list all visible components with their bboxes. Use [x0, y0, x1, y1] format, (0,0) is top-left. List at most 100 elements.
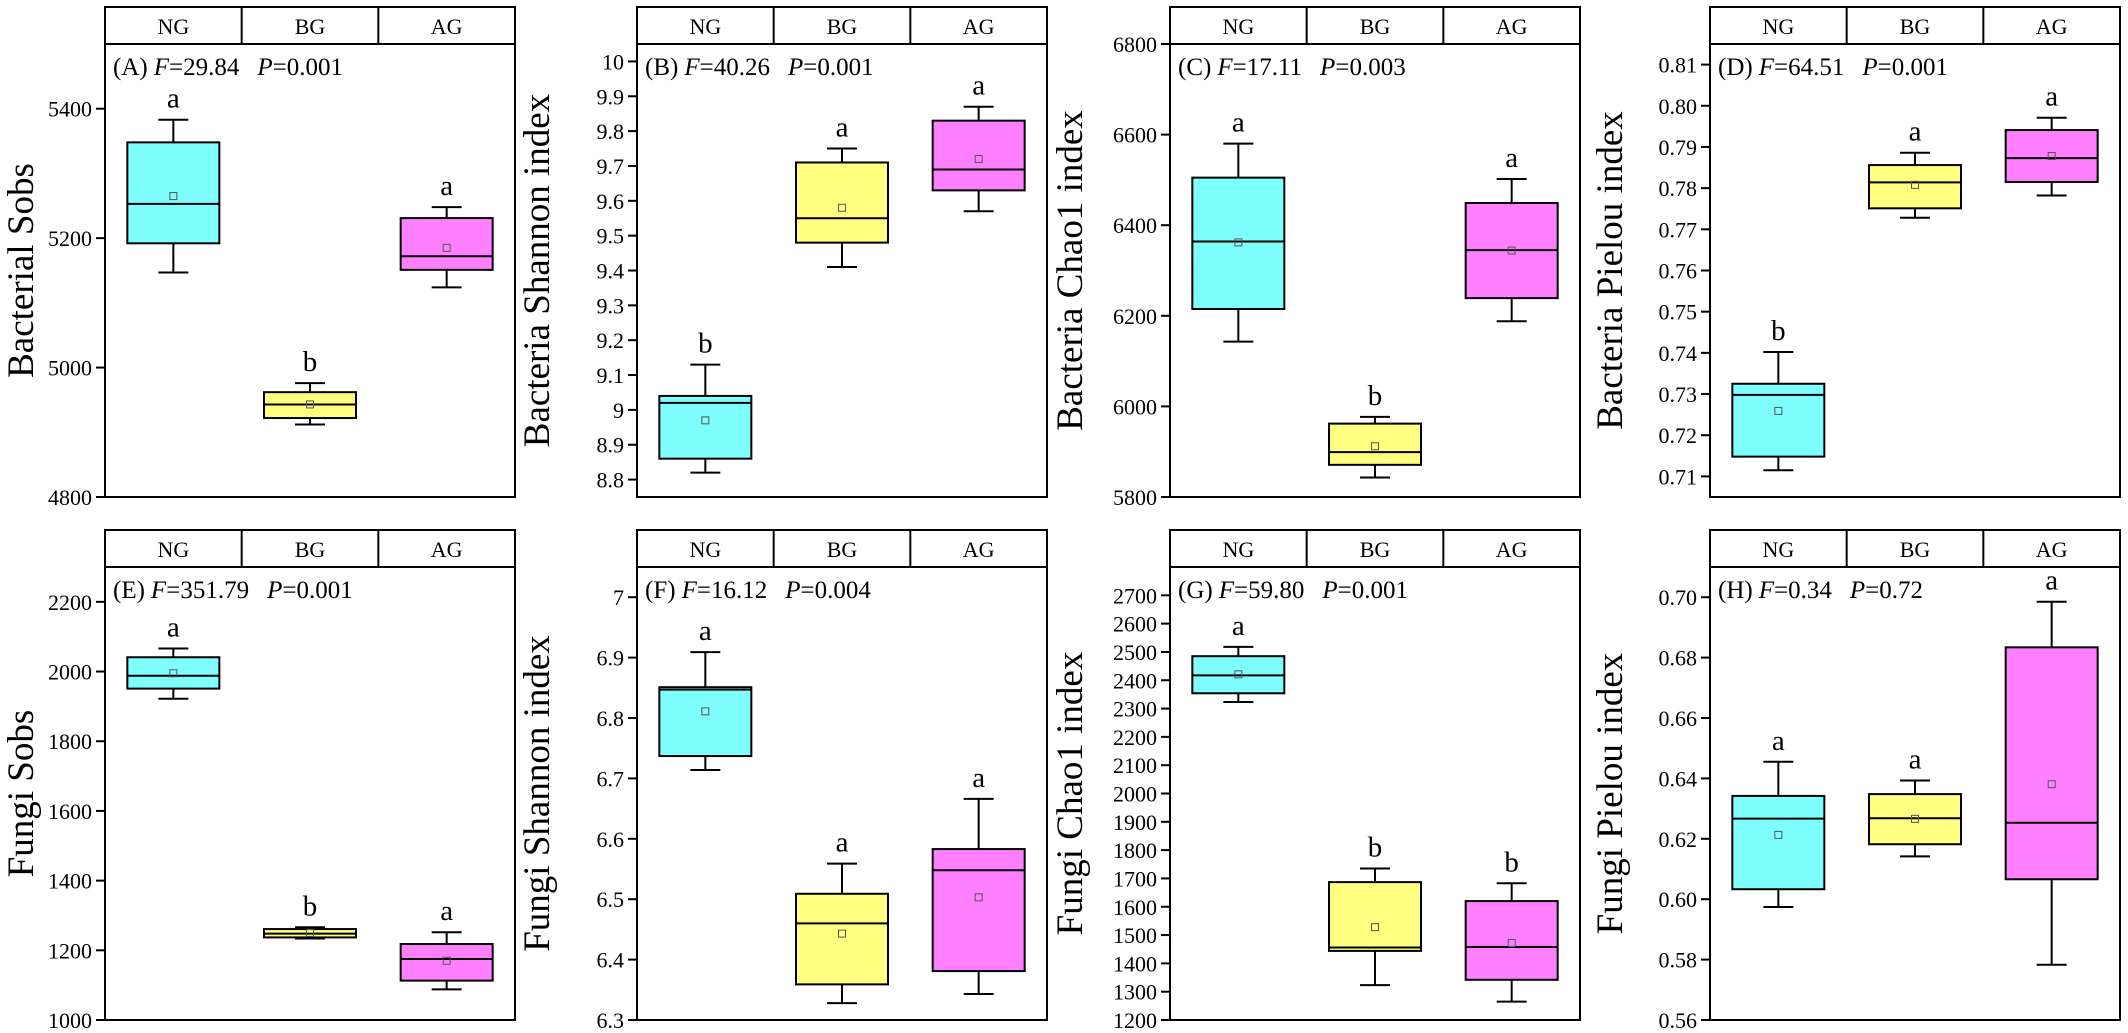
p-value: 0.001: [296, 577, 352, 604]
mean-marker: [2047, 152, 2056, 161]
y-tick-label: 9.8: [597, 119, 625, 144]
equals: =: [1233, 54, 1247, 81]
y-tick-label: 7: [613, 585, 624, 610]
y-tick-label: 6.8: [597, 706, 625, 731]
panel-7: NG BG AG 0.56 0.58 0.60 0.62 0.64 0.66 0.68 0.70 Fu…: [1590, 529, 2121, 1033]
significance-letter: a: [972, 762, 985, 794]
p-symbol: P: [266, 577, 282, 604]
mean-marker: [838, 929, 846, 938]
y-tick-label: 2500: [1113, 640, 1157, 665]
panel-6: NG BG AG 1200 1300 1400 1500 1600 1700 1800 1900 20…: [1050, 529, 1581, 1033]
equals: =: [166, 577, 180, 604]
group-header-label: AG: [1496, 14, 1528, 39]
significance-letter: a: [1232, 610, 1245, 642]
mean-marker: [169, 669, 178, 678]
group-header-label: AG: [431, 14, 463, 39]
box-AG: [931, 848, 1026, 973]
panel-letter: (G): [1178, 577, 1213, 604]
y-axis-label: Bacteria Pielou index: [1590, 111, 1631, 430]
y-tick-label: 5800: [1113, 485, 1157, 510]
f-value: 40.26: [714, 54, 770, 81]
y-tick-label: 2600: [1113, 612, 1157, 637]
significance-letter: a: [440, 170, 453, 202]
panel-frame: [1169, 529, 1581, 1021]
p-symbol: P: [1849, 577, 1865, 604]
panel-1: NG BG AG 8.8 8.9 9 9.1 9.2 9.3 9.4 9.5 9.6 9.7 9.8 9.9…: [517, 6, 1048, 498]
mean-marker: [974, 893, 983, 902]
mean-marker: [442, 243, 451, 252]
significance-letter: b: [698, 328, 713, 360]
box-BG: [1328, 881, 1422, 952]
p-value: 0.003: [1349, 54, 1405, 81]
mean-marker: [2047, 780, 2056, 789]
panel-3: NG BG AG 0.71 0.72 0.73 0.74 0.75 0.76 0.77 0.78 0.…: [1590, 6, 2121, 498]
significance-letter: b: [1368, 380, 1383, 412]
box-NG: [658, 394, 753, 460]
y-tick-label: 0.72: [1659, 423, 1698, 448]
mean-marker: [1507, 246, 1516, 255]
significance-letter: a: [1909, 744, 1922, 776]
box-AG: [399, 943, 494, 982]
f-symbol: F: [1758, 577, 1775, 604]
y-tick-label: 5400: [48, 97, 92, 122]
panel-letter: (C): [1178, 54, 1211, 81]
y-tick-label: 0.74: [1659, 341, 1698, 366]
y-tick-label: 9.9: [597, 84, 625, 109]
y-tick-label: 9.3: [597, 293, 625, 318]
stat-text: (F) F=16.12 P=0.004: [645, 577, 871, 604]
mean-marker: [306, 928, 314, 937]
y-tick-label: 6.7: [597, 766, 625, 791]
f-symbol: F: [681, 577, 698, 604]
group-header-label: NG: [157, 537, 189, 562]
y-tick-label: 1900: [1113, 810, 1157, 835]
stat-text: (E) F=351.79 P=0.001: [113, 577, 353, 604]
y-tick-label: 1000: [48, 1008, 92, 1033]
significance-letter: a: [1909, 116, 1922, 148]
y-tick-label: 1300: [1113, 980, 1157, 1005]
significance-letter: a: [1505, 142, 1518, 174]
equals: =: [273, 54, 287, 81]
box-AG: [1464, 900, 1559, 981]
panel-frame: [1169, 6, 1581, 498]
panel-2: NG BG AG 5800 6000 6200 6400 6600 6800 Bacteria C…: [1050, 6, 1581, 510]
equals: =: [1774, 577, 1788, 604]
box-AG: [2004, 646, 2099, 881]
group-header-label: BG: [1900, 537, 1931, 562]
group-header-label: NG: [689, 14, 721, 39]
y-tick-label: 9.7: [597, 154, 625, 179]
significance-letter: a: [440, 895, 453, 927]
group-header-label: AG: [963, 537, 995, 562]
f-value: 29.84: [183, 54, 240, 81]
mean-marker: [838, 203, 846, 212]
significance-letter: a: [699, 615, 712, 647]
y-tick-label: 0.64: [1659, 766, 1698, 791]
equals: =: [803, 54, 817, 81]
group-header-label: BG: [295, 14, 326, 39]
y-axis-label: Bacteria Chao1 index: [1050, 110, 1091, 431]
y-tick-label: 0.80: [1659, 94, 1698, 119]
y-tick-label: 1400: [48, 869, 92, 894]
mean-marker: [701, 707, 710, 716]
box-NG: [1191, 176, 1286, 311]
box-AG: [2004, 129, 2099, 183]
y-tick-label: 2200: [48, 590, 92, 615]
p-symbol: P: [1321, 577, 1337, 604]
y-tick-label: 1600: [48, 799, 92, 824]
group-header-label: BG: [1360, 14, 1391, 39]
panel-frame: [636, 6, 1048, 498]
y-tick-label: 0.81: [1659, 53, 1698, 78]
y-tick-label: 2200: [1113, 725, 1157, 750]
f-value: 17.11: [1247, 54, 1302, 81]
group-header-label: BG: [827, 14, 858, 39]
y-tick-label: 6400: [1113, 213, 1157, 238]
y-tick-label: 6.4: [597, 948, 625, 973]
panel-5: NG BG AG 6.3 6.4 6.5 6.6 6.7 6.8 6.9 7 Fungi Shanno…: [517, 529, 1048, 1033]
group-header-label: NG: [1222, 14, 1254, 39]
y-tick-label: 2100: [1113, 753, 1157, 778]
y-tick-label: 1400: [1113, 951, 1157, 976]
f-symbol: F: [1758, 54, 1775, 81]
significance-letter: a: [972, 70, 985, 102]
mean-marker: [1911, 814, 1919, 823]
box-NG: [1731, 794, 1826, 891]
y-tick-label: 6200: [1113, 304, 1157, 329]
